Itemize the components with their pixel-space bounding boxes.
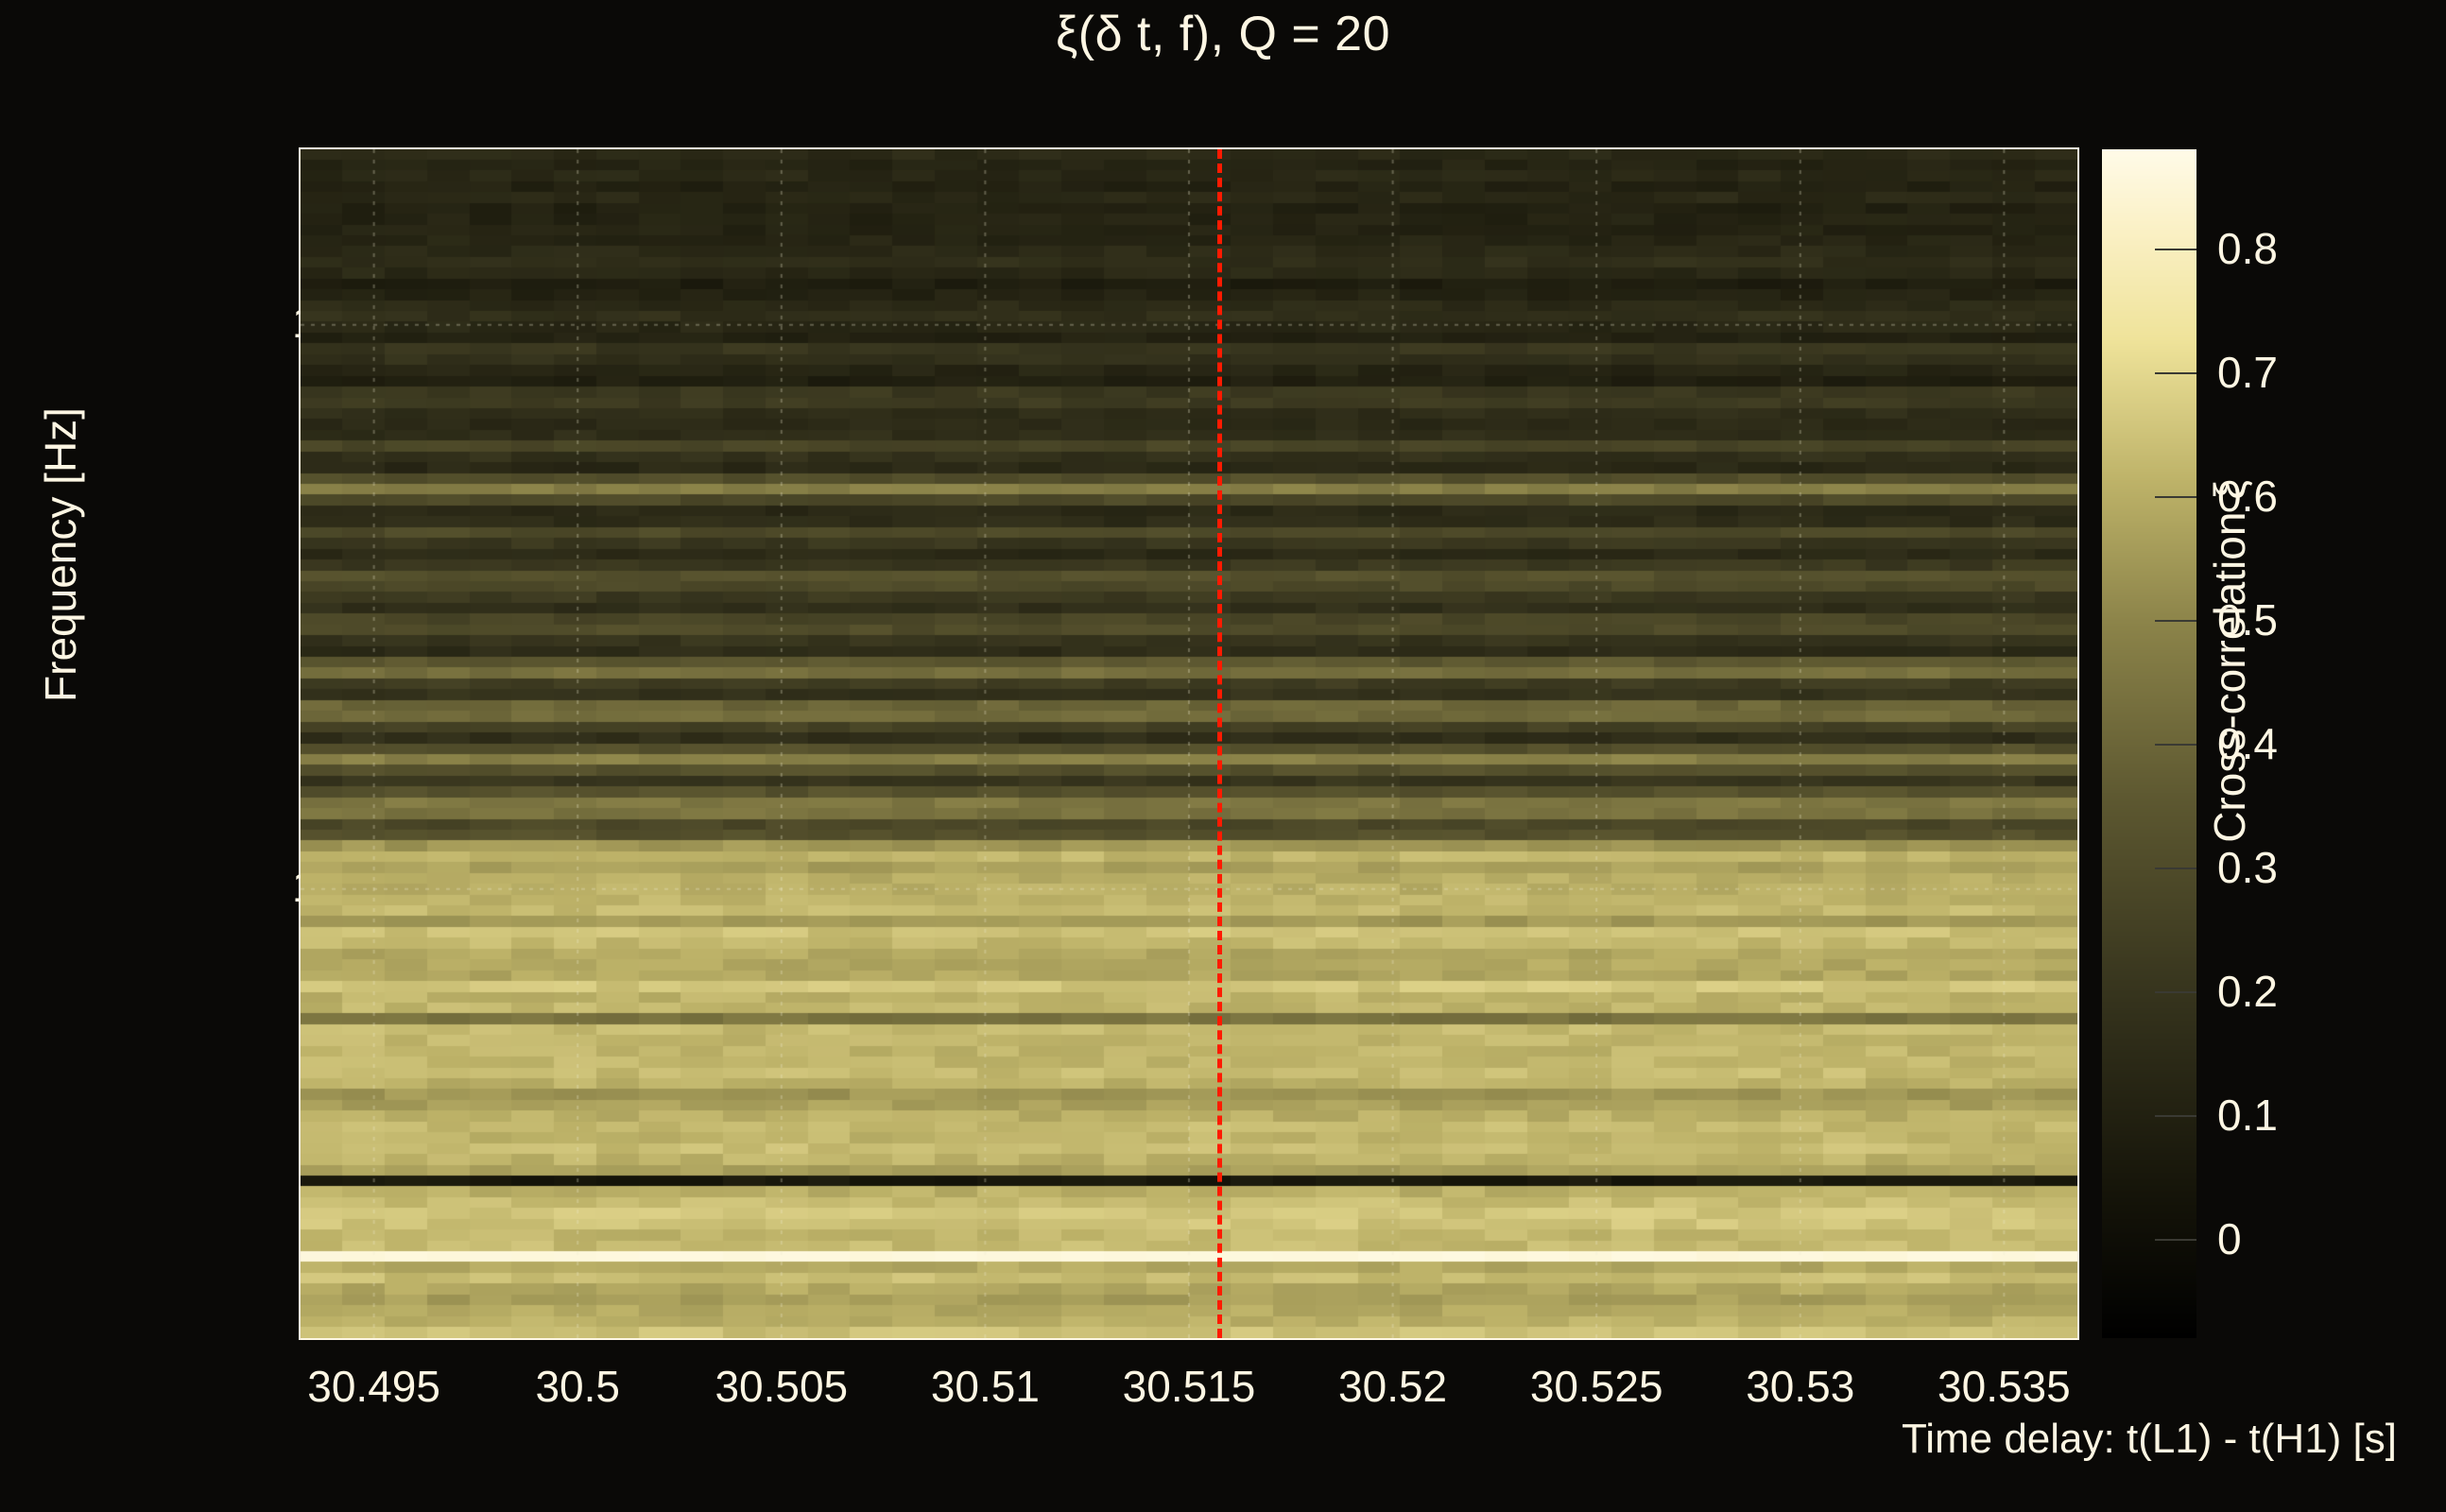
colorbar-tick-label: 0.1 [2217, 1091, 2278, 1141]
x-tick-label: 30.53 [1746, 1362, 1855, 1411]
x-axis-title: Time delay: t(L1) - t(H1) [s] [1901, 1416, 2397, 1462]
colorbar-tick-label: 0.7 [2217, 347, 2278, 397]
colorbar-tick-label: 0.8 [2217, 223, 2278, 273]
colorbar-title: Cross-correlation ξ [2205, 480, 2254, 843]
colorbar-tick-mark [2155, 991, 2196, 994]
x-tick-label: 30.495 [307, 1362, 440, 1411]
heatmap-plot-area[interactable] [301, 149, 2077, 1338]
heatmap-image [301, 149, 2077, 1338]
y-axis-title: Frequency [Hz] [36, 407, 85, 702]
colorbar-tick-mark [2155, 1239, 2196, 1242]
colorbar-tick-label: 0.6 [2217, 471, 2278, 521]
x-tick-label: 30.51 [930, 1362, 1040, 1411]
x-tick-label: 30.505 [715, 1362, 849, 1411]
colorbar-tick-mark [2155, 1115, 2196, 1118]
colorbar-tick-mark [2155, 248, 2196, 250]
x-tick-label: 30.535 [1938, 1362, 2071, 1411]
colorbar-tick-label: 0.5 [2217, 594, 2278, 644]
colorbar-tick-mark [2155, 495, 2196, 498]
colorbar-tick-label: 0.3 [2217, 843, 2278, 893]
colorbar-tick-mark [2155, 371, 2196, 374]
x-tick-label: 30.515 [1122, 1362, 1256, 1411]
x-tick-label: 30.525 [1529, 1362, 1663, 1411]
colorbar-tick-mark [2155, 619, 2196, 622]
x-tick-label: 30.5 [535, 1362, 620, 1411]
colorbar-tick-label: 0.4 [2217, 719, 2278, 768]
colorbar-tick-mark [2155, 868, 2196, 870]
page-title: ξ(δ t, f), Q = 20 [1055, 7, 1391, 61]
colorbar-tick-label: 0.2 [2217, 967, 2278, 1017]
colorbar-tick-mark [2155, 744, 2196, 746]
x-tick-label: 30.52 [1338, 1362, 1448, 1411]
colorbar-tick-label: 0 [2217, 1214, 2242, 1264]
